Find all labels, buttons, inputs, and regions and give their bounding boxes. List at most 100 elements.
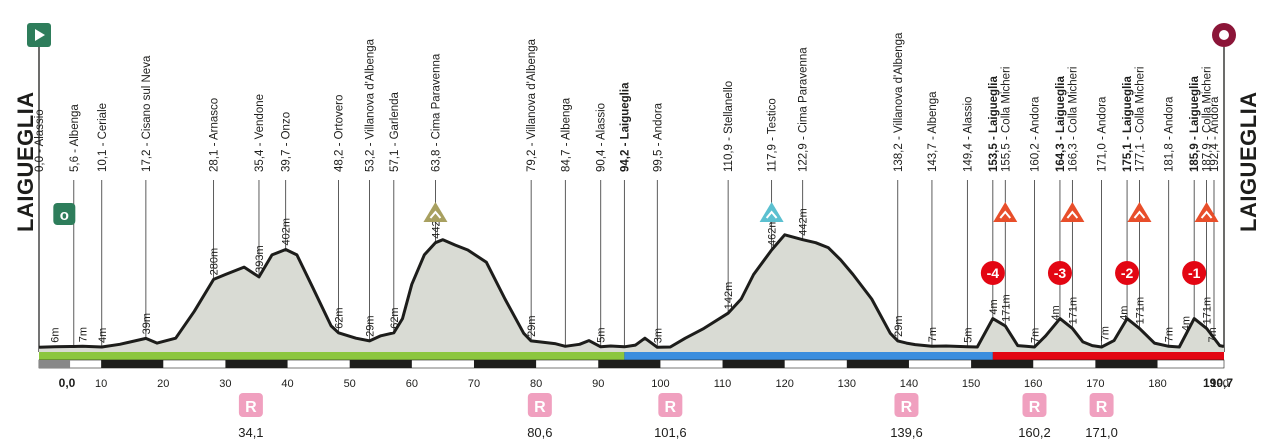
altitude-label: 29m (893, 315, 905, 336)
x-tick-label: 130 (838, 378, 856, 390)
altitude-label: 171m (1067, 297, 1079, 325)
lap-label: -2 (1121, 265, 1134, 281)
place-label: 63,8 - Cima Paravenna (430, 53, 442, 172)
altitude-label: 4m (1180, 316, 1192, 331)
altitude-label: 4m (1050, 305, 1062, 320)
x-tick-label: 140 (900, 378, 918, 390)
place-label: 138,2 - Villanova d'Albenga (893, 32, 905, 172)
x-tick-label: 20 (157, 378, 169, 390)
place-label: 35,4 - Vendone (254, 94, 266, 172)
sprint-km-label: 160,2 (1018, 425, 1051, 440)
x-end-label: 190,7 (1203, 376, 1233, 390)
lap-badge: -4 (980, 261, 1005, 285)
altitude-labels: 6m 7m 4m 39m 280m 393m 402m 62m 29m 62m 442m 29m 5m 3… (50, 208, 1219, 343)
place-label: 175,1 - Laigueglia (1122, 76, 1134, 172)
sprint-symbol: R (245, 399, 257, 416)
altitude-label: 7m (1100, 326, 1112, 341)
lap-circle (1115, 261, 1140, 285)
lap-label: -4 (987, 265, 1000, 281)
feed-zone-marker: o (53, 203, 76, 225)
x-tick-label: 150 (962, 378, 980, 390)
feed-icon (53, 203, 76, 225)
altitude-label: 29m (526, 315, 538, 336)
km-block (1095, 360, 1158, 368)
place-label: 160,2 - Andora (1029, 96, 1041, 172)
altitude-label: 7m (1207, 327, 1219, 342)
place-label: 181,8 - Andora (1164, 96, 1176, 172)
x-tick-label: 160 (1024, 378, 1042, 390)
place-label: 28,1 - Arnasco (209, 98, 221, 172)
altitude-label: 62m (334, 307, 346, 328)
place-label: 187,9 - Colla Micheri (1202, 67, 1214, 172)
altitude-label: 5m (596, 328, 608, 343)
place-label: 110,9 - Stellanello (723, 81, 735, 172)
altitude-label: 171m (1202, 297, 1214, 325)
place-label: 17,2 - Cisano sul Neva (141, 55, 153, 172)
altitude-label: 462m (767, 218, 779, 246)
sprint-km-label: 139,6 (890, 425, 923, 440)
altitude-label: 3m (652, 328, 664, 343)
place-label: 94,2 - Laigueglia (619, 82, 631, 172)
place-labels: 0,0 - Alassio 5,6 - Albenga 10,1 - Ceriale… (34, 32, 1221, 172)
km-block (971, 360, 1034, 368)
altitude-label: 62m (389, 307, 401, 328)
profile-layer (38, 233, 1225, 352)
altitude-label: 7m (1029, 328, 1041, 343)
lap-circle (1047, 261, 1072, 285)
x-tick-label: 60 (406, 378, 418, 390)
km-block (101, 360, 164, 368)
km-block (722, 360, 785, 368)
finish-name-label: LAIGUEGLIA (1236, 91, 1261, 232)
altitude-label: 6m (50, 328, 62, 343)
climb-chevron (1200, 210, 1213, 219)
climb-icon (759, 202, 784, 222)
km-start-block (39, 360, 71, 368)
sprint-km-label: 101,6 (654, 425, 687, 440)
sprint-symbol: R (665, 399, 677, 416)
x-tick-label: 190 (1210, 378, 1228, 390)
place-label: 149,4 - Alassio (962, 97, 974, 172)
altitude-label: 402m (281, 218, 293, 246)
sprint-box (658, 393, 683, 417)
altitude-label: 29m (365, 315, 377, 336)
km-block (473, 360, 537, 368)
x-tick-label: 70 (468, 378, 480, 390)
start-name-label: LAIGUEGLIA (13, 91, 38, 232)
km-block (225, 360, 288, 368)
climb-markers (423, 202, 1219, 222)
x-tick-label: 90 (592, 378, 604, 390)
place-label: 177,1 - Colla Micheri (1134, 67, 1146, 172)
lap-badge: -3 (1047, 261, 1072, 285)
place-label: 57,1 - Garlenda (389, 91, 401, 172)
profile-area (39, 234, 1224, 352)
place-label: 84,7 - Albenga (560, 97, 572, 172)
sprint-km-label: 34,1 (238, 425, 263, 440)
lap-circle (1182, 261, 1207, 285)
feed-label: o (60, 207, 69, 224)
altitude-label: 5m (962, 328, 974, 343)
sprint-box (1089, 393, 1114, 417)
climb-chevron (765, 210, 778, 219)
lap-badge: -2 (1115, 261, 1140, 285)
sprint-icon: R 80,6 (527, 393, 553, 440)
place-label: 185,9 - Laigueglia (1189, 76, 1201, 172)
place-label: 5,6 - Albenga (69, 104, 81, 172)
place-label: 0,0 - Alassio (34, 109, 46, 172)
laps-to-go-markers: -4 -3 -2 -1 (980, 261, 1207, 285)
x-tick-label: 10 (95, 378, 107, 390)
place-label: 48,2 - Ortovero (334, 95, 346, 172)
climb-icon (423, 202, 448, 222)
sprint-box (894, 393, 919, 417)
km-block (349, 360, 412, 368)
x-tick-label: 110 (714, 378, 732, 390)
sprint-markers: R 34,1 R 80,6 R 101,6 R 139,6 R 160,2 R 171,0 (238, 393, 1118, 440)
x-tick-label: 50 (344, 378, 356, 390)
sprint-km-label: 80,6 (527, 425, 552, 440)
finish-flag-icon (1212, 23, 1236, 47)
altitude-label: 393m (254, 245, 266, 273)
x-start-label: 0,0 (59, 376, 76, 390)
altitude-label: 4m (988, 299, 1000, 314)
place-label: 39,7 - Onzo (281, 112, 293, 172)
